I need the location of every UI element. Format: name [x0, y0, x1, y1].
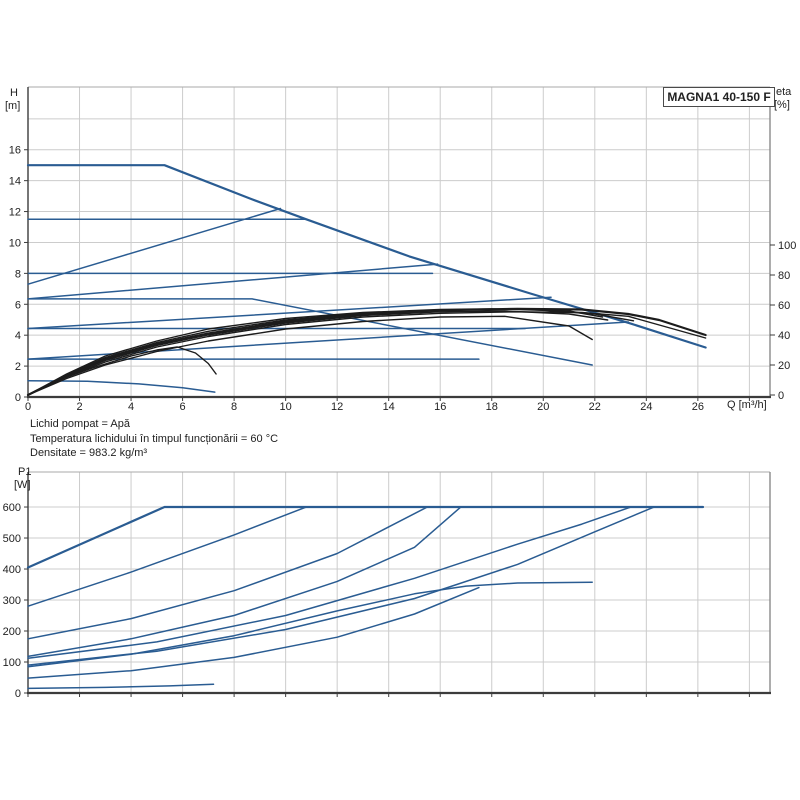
hq-eta-curve-6	[27, 308, 604, 396]
hq-xtick-label: 14	[383, 401, 395, 413]
p1-ytick-label: 200	[3, 626, 21, 638]
hq-xtick-label: 18	[486, 401, 498, 413]
note-liquid-temperature: Temperatura lichidului în timpul funcțio…	[30, 432, 279, 445]
p1-power-curve-4	[27, 506, 462, 658]
hq-xtick-label: 8	[231, 401, 237, 413]
liquid-notes: Lichid pompat = Apă Temperatura lichidul…	[30, 417, 278, 461]
hq-eta-curve-5	[27, 310, 609, 396]
h-axis-label-unit: H	[10, 87, 18, 100]
hq-y2tick-label: 0	[778, 390, 784, 402]
hq-ytick-label: 2	[15, 361, 21, 373]
hq-ytick-label: 8	[15, 268, 21, 280]
p1-power-curve-6	[27, 506, 655, 666]
h-axis-unit: [m]	[5, 100, 21, 112]
hq-xtick-label: 0	[25, 401, 31, 413]
h-axis-label: H	[10, 87, 18, 99]
pump-model-title: MAGNA1 40-150 F	[667, 90, 771, 104]
p1-axis-label: P1	[18, 466, 32, 478]
hq-xtick-label: 16	[434, 401, 446, 413]
q-axis-label: Q [m³/h]	[727, 399, 767, 411]
hq-ytick-label: 16	[9, 145, 21, 157]
hq-xtick-label: 22	[589, 401, 601, 413]
hq-eta-curve-min-speed	[27, 346, 217, 396]
p1-power-max-speed	[26, 505, 705, 569]
hq-prop-pressure-rise-1	[27, 207, 282, 285]
p1-axis-unit: [W]	[14, 479, 31, 491]
hq-xtick-label: 26	[692, 401, 704, 413]
hq-min-speed-curve	[27, 380, 216, 393]
note-pumped-liquid: Lichid pompat = Apă	[30, 418, 130, 430]
hq-ytick-label: 12	[9, 207, 21, 219]
hq-xtick-label: 24	[640, 401, 652, 413]
hq-ytick-label: 4	[15, 330, 21, 342]
hq-y2tick-label: 100	[778, 240, 796, 252]
hq-y2tick-label: 80	[778, 270, 790, 282]
hq-y2tick-label: 60	[778, 300, 790, 312]
hq-xtick-label: 12	[331, 401, 343, 413]
eta-axis-label: eta	[776, 86, 792, 98]
hq-y2tick-label: 20	[778, 360, 790, 372]
p1-ytick-label: 600	[3, 502, 21, 514]
hq-ytick-label: 6	[15, 299, 21, 311]
eta-axis-unit: [%]	[774, 99, 790, 111]
p1-power-min-speed	[27, 683, 215, 690]
hq-const-pressure-6.4-with-descent	[27, 298, 593, 366]
p1-ytick-label: 100	[3, 657, 21, 669]
hq-y2tick-label: 40	[778, 330, 790, 342]
p1-power-curve-5	[27, 506, 632, 660]
hq-prop-pressure-rise-3	[27, 296, 552, 330]
hq-max-speed-curve	[26, 164, 707, 349]
p1-ytick-label: 0	[15, 688, 21, 700]
p1-power-curve-7	[27, 581, 593, 668]
hq-ytick-label: 0	[15, 392, 21, 404]
hq-xtick-label: 2	[76, 401, 82, 413]
hq-xtick-label: 4	[128, 401, 134, 413]
p1-ytick-label: 300	[3, 595, 21, 607]
pump-model-badge: MAGNA1 40-150 F	[663, 87, 775, 107]
note-density: Densitate = 983.2 kg/m³	[30, 447, 148, 459]
hq-xtick-label: 20	[537, 401, 549, 413]
hq-ytick-label: 10	[9, 237, 21, 249]
hq-xtick-label: 10	[280, 401, 292, 413]
hq-xtick-label: 6	[180, 401, 186, 413]
hq-prop-pressure-rise-2	[27, 263, 439, 300]
p1-ytick-label: 500	[3, 533, 21, 545]
hq-ytick-label: 14	[9, 176, 21, 188]
hq-eta-curve-4	[27, 315, 593, 396]
p1-power-curve-3	[27, 506, 429, 640]
p1-ytick-label: 400	[3, 564, 21, 576]
p1-power-curve-8	[27, 586, 480, 679]
p1-power-curve-2	[27, 506, 308, 607]
